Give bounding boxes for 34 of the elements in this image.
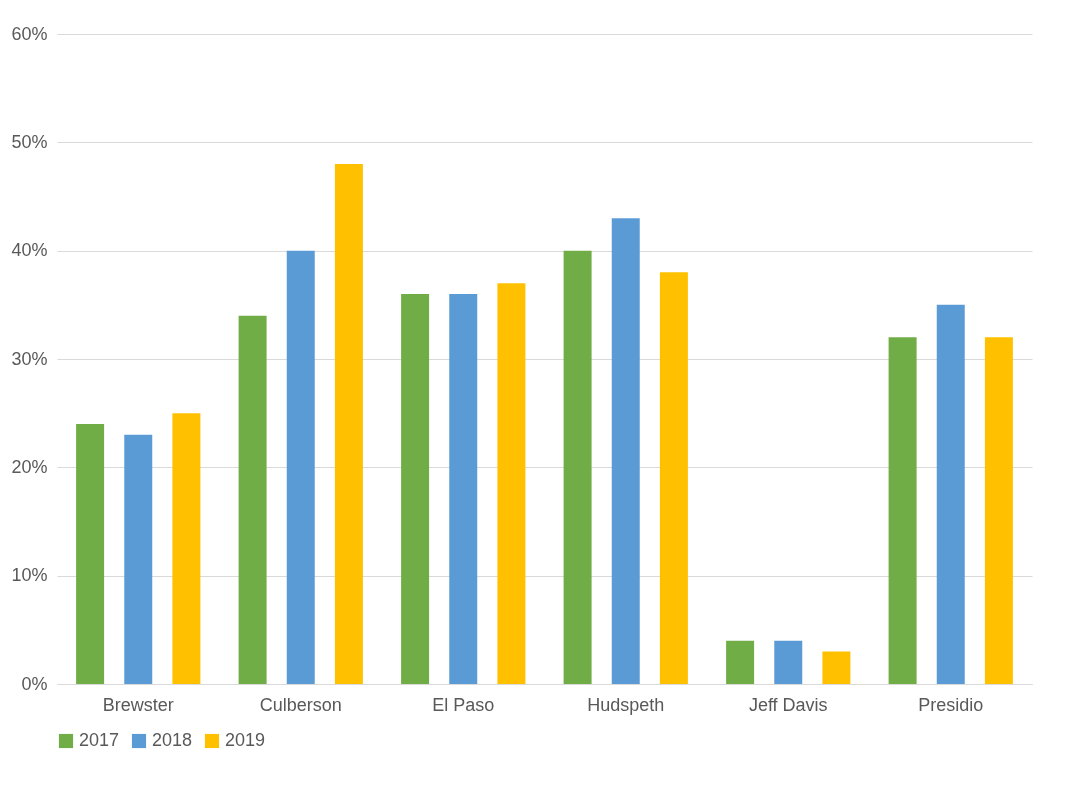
legend-label: 2019 [225, 730, 266, 750]
bar [172, 413, 201, 684]
bar [401, 294, 430, 684]
bar [76, 424, 105, 684]
bar [611, 218, 640, 684]
y-tick-label: 50% [11, 131, 48, 152]
bar [774, 640, 803, 684]
bar [726, 640, 755, 684]
bar [563, 250, 592, 684]
legend-label: 2017 [79, 730, 120, 750]
bar [822, 651, 851, 684]
y-tick-label: 40% [11, 240, 48, 261]
y-tick-label: 60% [11, 23, 48, 44]
x-tick-label: Culberson [259, 694, 342, 715]
bar [936, 304, 965, 684]
bar [286, 250, 315, 684]
x-tick-label: Presidio [918, 694, 984, 715]
bar [497, 283, 526, 684]
y-tick-label: 10% [11, 565, 48, 586]
legend-label: 2018 [152, 730, 193, 750]
bar [238, 315, 267, 684]
y-tick-label: 30% [11, 348, 48, 369]
bar [888, 337, 917, 684]
bar [334, 164, 363, 684]
x-tick-label: Jeff Davis [748, 694, 828, 715]
y-tick-label: 20% [11, 456, 48, 477]
bar [124, 434, 153, 684]
bar [984, 337, 1013, 684]
y-tick-label: 0% [21, 673, 48, 694]
x-tick-label: Hudspeth [587, 694, 665, 715]
x-tick-label: Brewster [102, 694, 174, 715]
x-tick-label: El Paso [432, 694, 495, 715]
bar [659, 272, 688, 684]
bar [449, 294, 478, 684]
